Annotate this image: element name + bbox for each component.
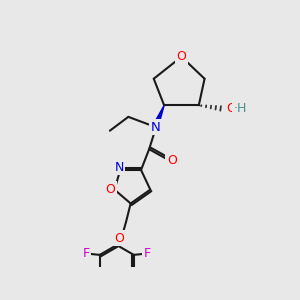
Polygon shape: [154, 105, 164, 125]
Text: O: O: [226, 102, 236, 115]
Text: N: N: [151, 121, 161, 134]
Text: F: F: [82, 247, 89, 260]
Text: F: F: [144, 247, 151, 260]
Text: O: O: [105, 183, 115, 196]
Text: O: O: [176, 50, 186, 63]
Text: N: N: [114, 161, 124, 174]
Text: ·H: ·H: [234, 102, 247, 115]
Text: O: O: [167, 154, 177, 167]
Text: O: O: [114, 232, 124, 244]
